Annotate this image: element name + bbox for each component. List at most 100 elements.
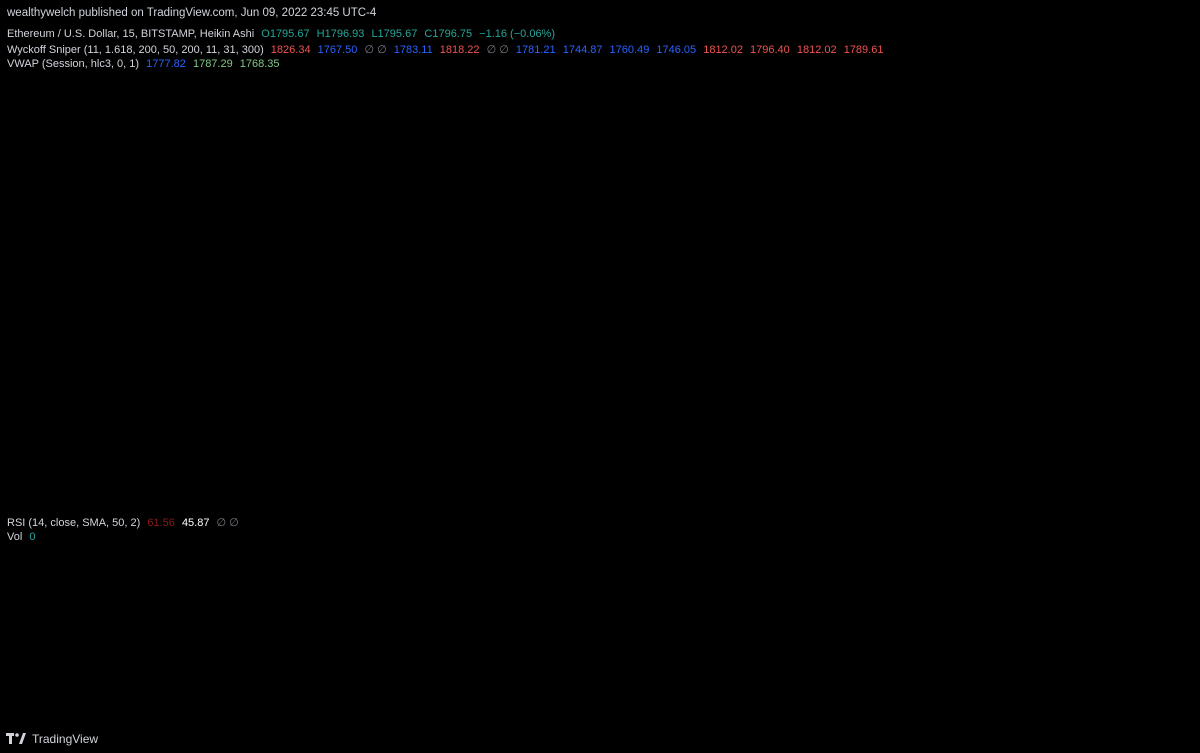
candle-body [530, 303, 536, 312]
candle-body [473, 261, 478, 274]
volume-bar [37, 687, 42, 714]
candle [63, 229, 68, 257]
price-tag-bg [1143, 377, 1189, 392]
volume-bar [287, 690, 292, 714]
rsi-extra: ∅ ∅ [216, 517, 239, 529]
candle [639, 339, 645, 363]
time-tick-label: 12:00 [448, 707, 476, 719]
volume-bar [543, 700, 549, 714]
candle [633, 343, 638, 382]
candle [460, 237, 465, 264]
candle-body [280, 174, 286, 194]
rsi-legend[interactable]: RSI (14, close, SMA, 50, 2) 61.56 45.87 … [7, 516, 243, 529]
candle-body [197, 246, 203, 255]
wyckoff-legend[interactable]: Wyckoff Sniper (11, 1.618, 200, 50, 200,… [7, 43, 887, 56]
volume-bar [620, 651, 626, 714]
rsi-tag-bg [1140, 577, 1180, 592]
sell-signal-marker [540, 218, 551, 229]
volume-bar [268, 691, 273, 714]
candle-body [665, 326, 670, 334]
candle-body [274, 159, 279, 175]
wyckoff-value: 1744.87 [562, 44, 603, 56]
volume-bar [24, 689, 30, 714]
candle [396, 259, 401, 287]
candle-body [351, 269, 356, 277]
price-tick-label: 1731.00 [1148, 500, 1186, 512]
vwap-value: 1768.35 [239, 58, 280, 70]
candle-body [370, 265, 376, 274]
candle-body [242, 220, 247, 232]
candle [236, 221, 241, 249]
candle-body [229, 239, 235, 247]
candle-body [678, 315, 683, 323]
candle [172, 248, 177, 272]
candle [518, 294, 523, 317]
wyckoff-value: 1781.21 [515, 44, 556, 56]
volume-bar [75, 690, 81, 714]
volume-bar [107, 692, 113, 714]
volume-bar [319, 692, 324, 714]
volume-bar [204, 692, 209, 714]
candle [415, 244, 420, 272]
candle [659, 324, 664, 355]
candle [671, 313, 677, 336]
volume-bar [473, 690, 478, 714]
fib-levels: 1(1852.69) 0.65(1820.44)0.618(1817.49) 0.3… [8, 32, 1138, 394]
candle [255, 172, 260, 211]
candle-body [454, 239, 459, 247]
volume-legend[interactable]: Vol 0 [7, 531, 39, 543]
volume-bar [505, 702, 510, 714]
price-tick-label: 1737.50 [1148, 475, 1186, 487]
candle-body [402, 265, 408, 270]
wyckoff-value: ∅ ∅ [486, 44, 509, 56]
wyckoff-bands [7, 98, 721, 464]
volume-bar [114, 693, 119, 714]
price-tag-bg [1143, 291, 1189, 306]
volume-bar [357, 695, 363, 714]
fib-level-label: 0.236(1782.29) [1066, 299, 1134, 310]
vwap-legend[interactable]: VWAP (Session, hlc3, 0, 1) 1777.82 1787.… [7, 58, 284, 70]
volume-bar [691, 686, 696, 714]
rsi-tick-label: 20.00 [1148, 650, 1174, 662]
candle-body [383, 277, 388, 285]
rsi-value: 61.56 [147, 517, 175, 529]
candle-body [300, 197, 305, 205]
candle [210, 233, 215, 260]
candle [101, 278, 106, 310]
rsi-tick-label: 0.00 [1148, 683, 1169, 695]
candle-body [178, 261, 183, 270]
candle-body [223, 246, 228, 255]
candle-body [377, 265, 382, 277]
candle [165, 248, 171, 276]
volume-bar [633, 679, 638, 714]
volume-name: Vol [7, 531, 23, 543]
price-tag-label: 1812.02 [1146, 192, 1184, 204]
volume-bar [454, 696, 459, 714]
candle-body [518, 303, 523, 308]
candle [716, 244, 722, 272]
volume-bar [242, 691, 247, 714]
price-tick-label: 1810.00 [1148, 200, 1186, 212]
volume-bar [11, 707, 17, 714]
symbol-name: Ethereum / U.S. Dollar, 15, BITSTAMP, He… [7, 28, 255, 40]
volume-bar [434, 702, 440, 714]
rsi-tick-label: 40.00 [1148, 616, 1174, 628]
volume-bar [159, 698, 164, 714]
candle-body [601, 303, 606, 312]
candle [357, 267, 363, 291]
candle [691, 286, 696, 317]
candle [313, 202, 318, 230]
currency-label: USD [1148, 28, 1171, 40]
time-tick-label: 10 [714, 707, 726, 719]
vwap-value: 1787.29 [192, 58, 233, 70]
time-tick-label: 9 [199, 707, 205, 719]
volume-bar [31, 696, 36, 714]
candle [261, 157, 267, 192]
candle [434, 206, 440, 230]
candle-body [639, 349, 645, 353]
candle-body [120, 292, 126, 304]
symbol-legend[interactable]: Ethereum / U.S. Dollar, 15, BITSTAMP, He… [7, 28, 559, 40]
candle-body [172, 258, 177, 262]
candle [441, 210, 446, 241]
